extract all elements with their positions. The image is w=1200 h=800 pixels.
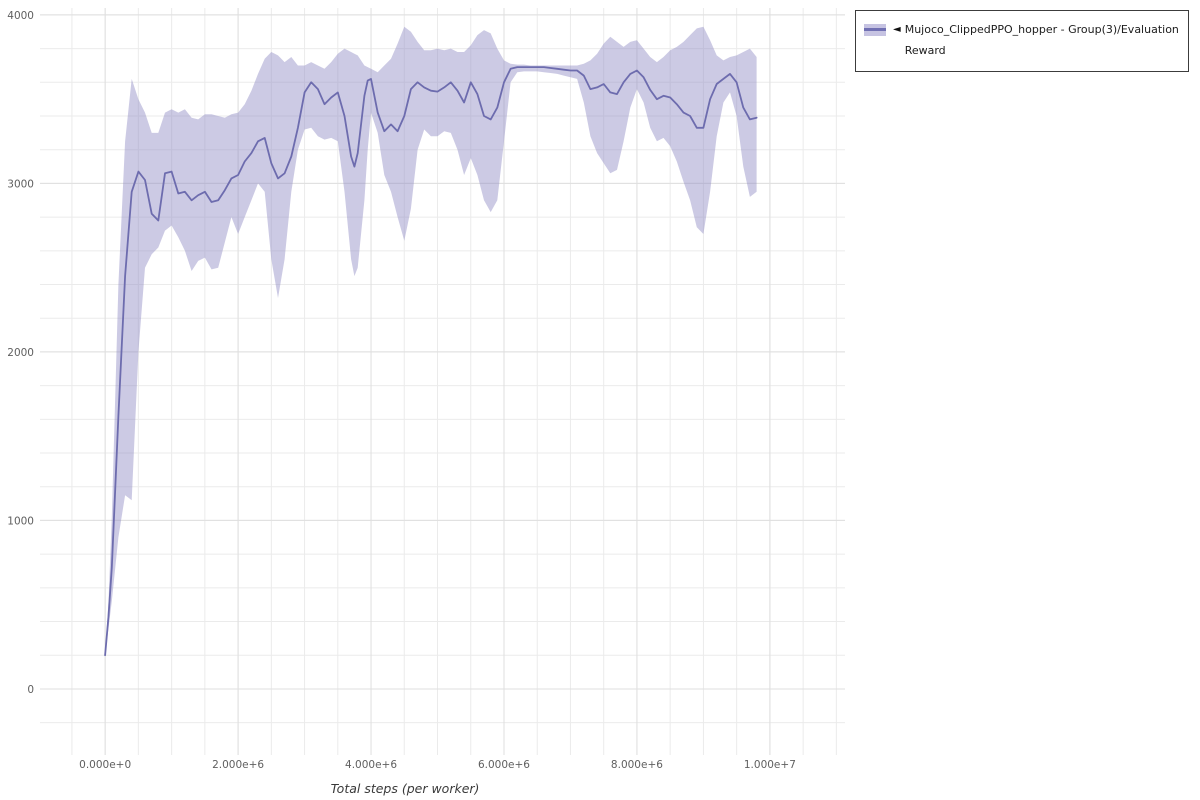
x-tick-label: 6.000e+6 — [478, 759, 530, 771]
series-label: Mujoco_ClippedPPO_hopper - Group(3)/Eval… — [904, 23, 1179, 57]
x-tick-label: 2.000e+6 — [212, 759, 264, 771]
x-tick-label: 0.000e+0 — [79, 759, 131, 771]
x-tick-label: 4.000e+6 — [345, 759, 397, 771]
y-tick-label: 2000 — [7, 347, 34, 359]
y-tick-label: 1000 — [7, 515, 34, 527]
legend-item[interactable]: ◄ Mujoco_ClippedPPO_hopper - Group(3)/Ev… — [864, 19, 1180, 61]
legend: ◄ Mujoco_ClippedPPO_hopper - Group(3)/Ev… — [855, 10, 1189, 72]
mean-line — [104, 66, 758, 657]
x-tick-label: 1.000e+7 — [744, 759, 796, 771]
series-line-icon — [864, 28, 886, 31]
y-tick-label: 4000 — [7, 10, 34, 22]
y-tick-label: 3000 — [7, 178, 34, 190]
y-tick-label: 0 — [27, 684, 34, 696]
x-tick-label: 8.000e+6 — [611, 759, 663, 771]
confidence-band — [105, 26, 757, 656]
collapse-arrow-icon: ◄ — [893, 24, 901, 35]
x-axis-title: Total steps (per worker) — [330, 781, 480, 796]
series-swatch-icon — [864, 24, 886, 36]
